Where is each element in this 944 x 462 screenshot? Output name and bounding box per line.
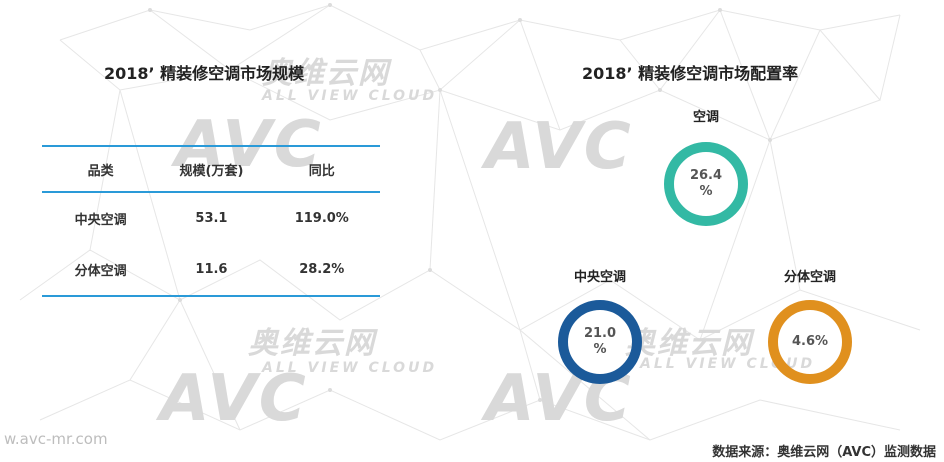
donut-category-label: 分体空调 [783,270,836,285]
watermark-sub: ALL VIEW CLOUD [262,88,438,104]
footer-source: 数据来源：奥维云网（AVC）监测数据 [712,445,936,460]
table-header-cell: 规模(万套) [159,145,264,193]
table-header-cell: 同比 [263,145,380,193]
watermark-cn: 奥维云网 [625,326,753,361]
donut-value-label: 21.0% [583,326,617,357]
watermark-logo: AVC [485,110,633,184]
donut-ring [768,300,852,384]
donut-mark [664,142,748,226]
donut-ring [558,300,642,384]
donut-category-label: 空调 [692,110,719,125]
donut-ring [664,142,748,226]
table-cell: 53.1 [195,211,228,226]
watermark-cn: 奥维云网 [248,326,376,361]
table-row: 分体空调 11.6 28.2% [42,244,380,297]
left-title: 2018’ 精装修空调市场规模 [104,64,305,83]
watermark-logo: AVC [160,362,308,436]
donut-value-label: 4.6% [791,334,829,349]
footer-url: w.avc-mr.com [4,430,108,448]
right-title: 2018’ 精装修空调市场配置率 [582,64,799,83]
donut-mark [768,300,852,384]
watermark-sub: ALL VIEW CLOUD [262,360,438,376]
donut-mark [558,300,642,384]
watermark-cn: 奥维云网 [262,56,390,91]
table-header-row: 品类 规模(万套) 同比 [42,145,380,193]
table-cell: 28.2% [263,244,380,297]
table-cell: 11.6 [159,244,264,297]
table-header-cell: 品类 [42,145,160,193]
table-cell: 119.0% [294,211,349,226]
donut-category-label: 中央空调 [573,270,626,285]
table-cell: 中央空调 [74,213,127,228]
donut-value-label: 26.4% [689,168,723,199]
table-cell: 分体空调 [42,244,160,297]
table-row: 中央空调 53.1 119.0% [42,192,380,244]
watermark-sub: ALL VIEW CLOUD [640,356,816,372]
market-size-table: 品类 规模(万套) 同比 中央空调 53.1 119.0% 分体空调 11.6 … [42,145,380,297]
